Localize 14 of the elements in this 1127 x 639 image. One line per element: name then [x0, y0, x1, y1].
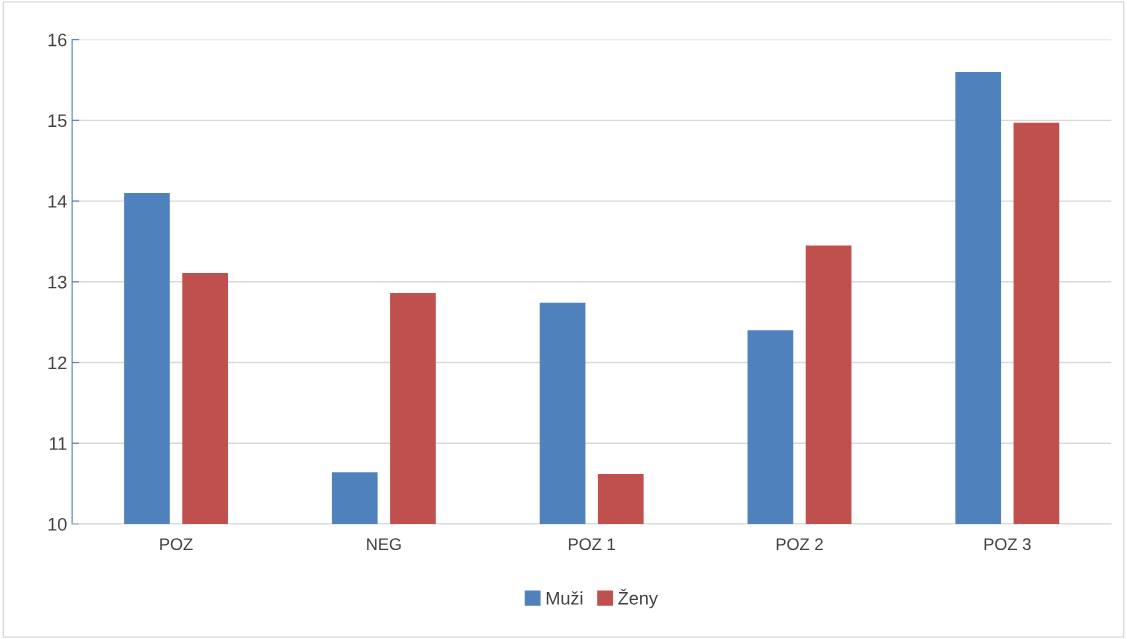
x-tick-label: POZ 3	[984, 538, 1031, 551]
legend-label: Ženy	[618, 588, 658, 609]
x-tick-label: POZ 1	[568, 538, 615, 551]
x-tick-label: NEG	[367, 538, 401, 551]
y-tick-label: 12	[48, 356, 67, 370]
legend-label: Muži	[546, 591, 583, 605]
y-tick-label: 13	[48, 275, 67, 289]
y-tick-label: 14	[48, 195, 67, 208]
x-tick-label: POZ	[160, 538, 193, 551]
y-tick-label: 10	[48, 517, 67, 531]
y-tick-label: 15	[48, 114, 67, 128]
x-tick-label: POZ 2	[776, 538, 823, 551]
y-tick-label: 11	[49, 437, 67, 450]
y-tick-label: 16	[48, 33, 67, 47]
